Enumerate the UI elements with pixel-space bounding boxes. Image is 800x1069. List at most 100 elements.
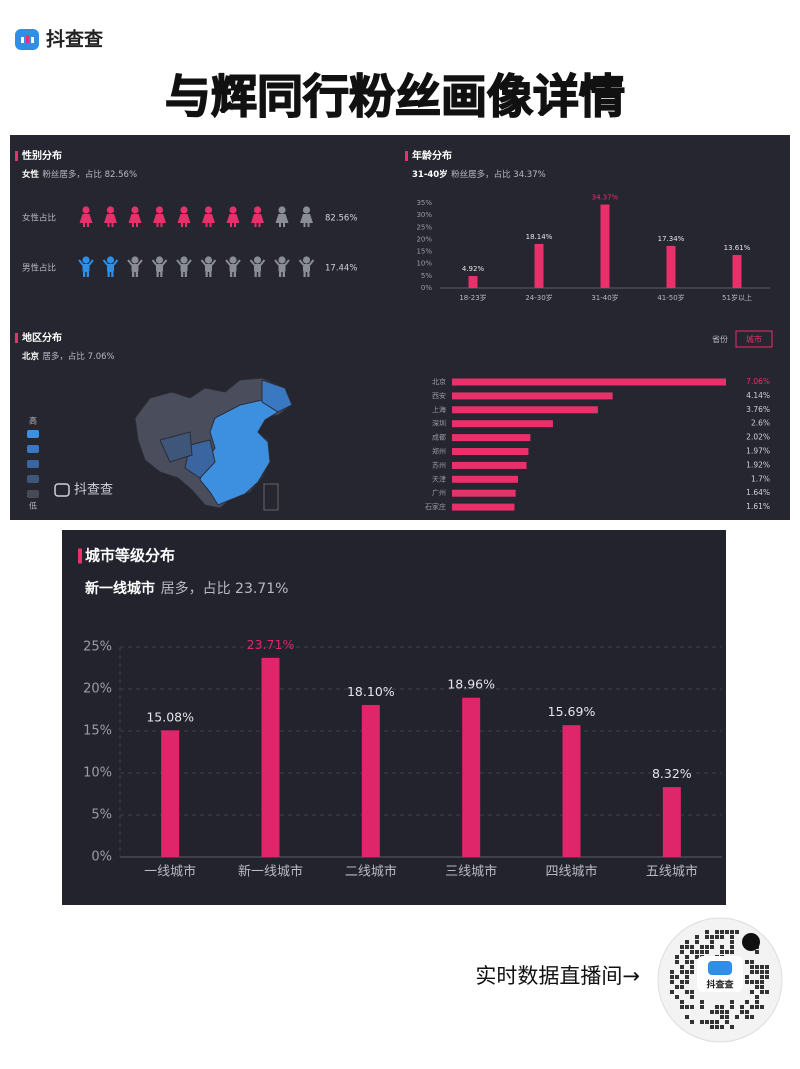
subtitle-highlight: 新一线城市 xyxy=(85,580,155,597)
qr-cell xyxy=(730,930,734,934)
x-tick-label: 31-40岁 xyxy=(591,293,618,302)
bar xyxy=(732,254,742,288)
y-tick-label: 5% xyxy=(91,808,112,823)
x-tick-label: 18-23岁 xyxy=(459,293,486,302)
qr-cell xyxy=(750,965,754,969)
icon-leg xyxy=(83,272,86,277)
chart-subtitle: 女性 粉丝居多，占比 82.56% xyxy=(22,169,137,180)
icon-arms xyxy=(78,259,94,266)
icon-dress xyxy=(251,214,264,223)
qr-cell xyxy=(690,970,694,974)
icon-head xyxy=(302,206,311,214)
x-tick-label: 24-30岁 xyxy=(525,293,552,302)
qr-cell xyxy=(695,940,699,944)
icon-leg xyxy=(209,223,212,227)
bar xyxy=(452,434,531,442)
y-tick-label: 35% xyxy=(416,199,432,207)
icon-head xyxy=(180,206,188,214)
x-tick-label: 一线城市 xyxy=(144,864,196,880)
value-label: 1.61% xyxy=(746,502,770,511)
icon-head xyxy=(278,256,286,264)
qr-cell xyxy=(680,980,684,984)
tab[interactable]: 城市 xyxy=(746,334,762,344)
icon-leg xyxy=(111,272,114,277)
icon-body xyxy=(180,264,188,272)
value-label: 2.6% xyxy=(751,419,770,428)
logo-text: 抖查查 xyxy=(46,28,104,51)
value-label: 1.7% xyxy=(751,474,770,483)
icon-leg xyxy=(307,272,310,277)
icon-leg xyxy=(87,223,89,227)
icon-leg xyxy=(254,223,257,227)
qr-cell xyxy=(705,950,709,954)
x-tick-label: 51岁以上 xyxy=(722,293,752,302)
qr-cell xyxy=(720,1010,724,1014)
tab[interactable]: 省份 xyxy=(712,334,728,344)
male-icon xyxy=(249,256,266,277)
male-icon xyxy=(274,256,290,277)
icon-head xyxy=(106,206,115,214)
qr-cell xyxy=(750,980,754,984)
qr-cell xyxy=(720,1005,724,1009)
x-tick-label: 五线城市 xyxy=(646,864,698,880)
tiktok-icon xyxy=(742,933,760,951)
female-icon xyxy=(226,206,240,227)
icon-head xyxy=(204,206,213,214)
y-tick-label: 25% xyxy=(416,223,432,231)
qr-cell xyxy=(695,950,699,954)
qr-cell xyxy=(680,1005,684,1009)
icon-leg xyxy=(254,272,257,277)
qr-cell xyxy=(720,950,724,954)
icon-arms xyxy=(151,259,168,266)
icon-leg xyxy=(86,272,89,277)
female-icon xyxy=(128,206,142,227)
icon-body xyxy=(156,264,163,272)
qr-cell xyxy=(720,945,724,949)
qr-cell xyxy=(750,960,754,964)
qr-cell xyxy=(685,945,689,949)
icon-head xyxy=(253,256,262,264)
qr-cell xyxy=(715,930,719,934)
qr-cell xyxy=(765,990,769,994)
qr-cell xyxy=(720,935,724,939)
icon-dress xyxy=(226,214,240,223)
icon-leg xyxy=(184,272,187,277)
qr-cell xyxy=(670,970,674,974)
icon-leg xyxy=(234,223,236,227)
qr-cell xyxy=(750,990,754,994)
female-icon xyxy=(177,206,191,227)
qr-cell xyxy=(690,965,694,969)
row-label: 男性占比 xyxy=(22,263,56,274)
icon-leg xyxy=(181,223,183,227)
qr-cell xyxy=(735,1015,739,1019)
icon-leg xyxy=(132,223,134,227)
icon-arms xyxy=(298,259,315,266)
qr-cell xyxy=(675,960,679,964)
y-tick-label: 0% xyxy=(421,284,432,292)
row-value: 82.56% xyxy=(325,214,357,224)
qr-cell xyxy=(710,940,714,944)
qr-cell xyxy=(730,940,734,944)
qr-cell xyxy=(700,1000,704,1004)
qr-cell xyxy=(720,1025,724,1029)
legend-swatch xyxy=(27,430,39,438)
chart-subtitle: 新一线城市 居多，占比 23.71% xyxy=(85,580,288,597)
qr-cell xyxy=(725,1015,729,1019)
value-label: 15.08% xyxy=(146,709,194,724)
qr-cell xyxy=(675,995,679,999)
icon-leg xyxy=(160,223,163,227)
icon-leg xyxy=(205,272,208,277)
icon-arms xyxy=(249,259,266,266)
qr-cell xyxy=(745,960,749,964)
qr-cell xyxy=(720,1015,724,1019)
icon-arms xyxy=(274,259,290,266)
qr-cell xyxy=(750,970,754,974)
chart-title: 性别分布 xyxy=(21,149,62,162)
icon-dress xyxy=(177,214,191,223)
y-tick-label: 深圳 xyxy=(432,419,446,428)
value-label: 18.14% xyxy=(526,233,553,241)
icon-body xyxy=(205,264,212,272)
female-icon xyxy=(202,206,215,227)
qr-cell xyxy=(745,980,749,984)
icon-leg xyxy=(181,272,184,277)
